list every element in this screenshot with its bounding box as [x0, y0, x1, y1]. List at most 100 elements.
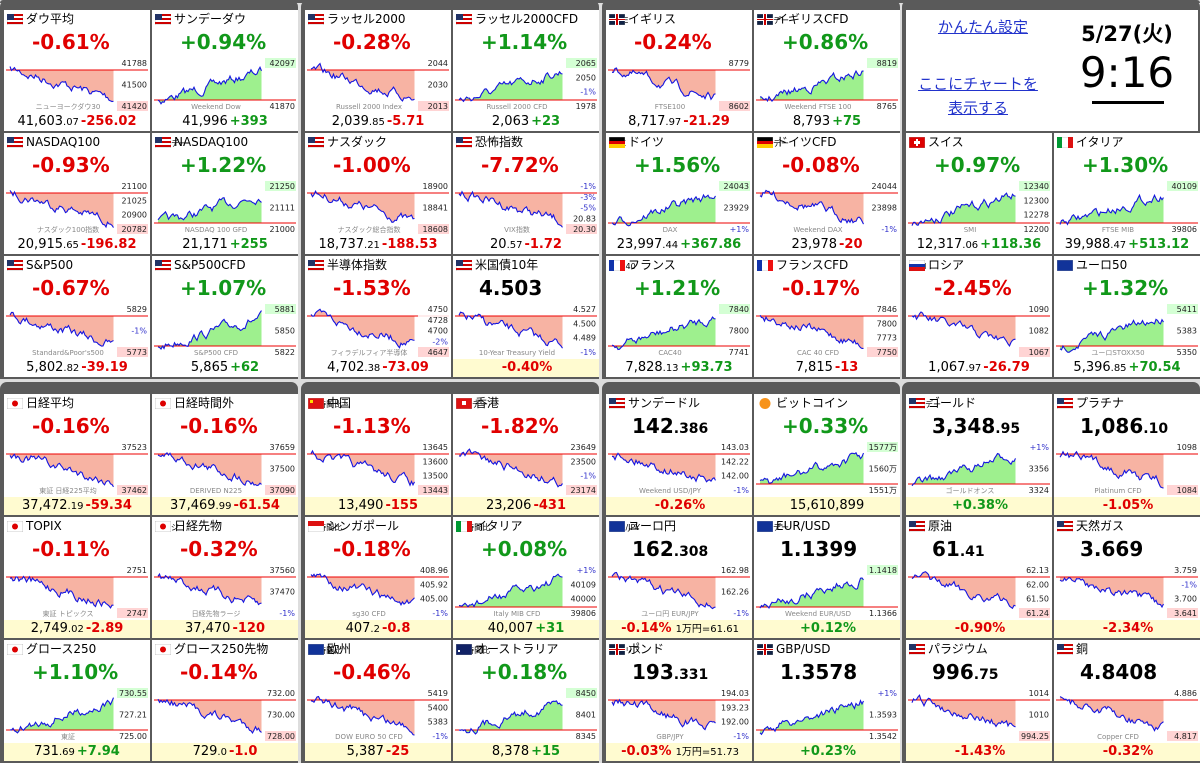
market-tile[interactable]: プラチナ 1,086.10 -1.05% Platinum CFD 1098 1084	[1054, 394, 1200, 515]
market-tile[interactable]: ラッセル2000CFD +1.14% 2,063 +23 Russell 2000 CF…	[453, 10, 599, 131]
add-chart-link[interactable]: ここにチャートを表示する	[918, 75, 1038, 117]
axis-label: -3%	[580, 193, 596, 202]
market-tile[interactable]: ナスダック -1.00% 18,737.21 -188.53 ナスダック総合指数 1890…	[305, 133, 451, 254]
axis-label: 193.23	[721, 703, 749, 712]
market-tile[interactable]: 天然ガス 3.669 -2.34% 3.759 -1% 3.700 3.641	[1054, 517, 1200, 638]
market-tile[interactable]: ポンド イギリス 193.331 -0.03% 1万円=51.73 GBP/JPY 194.…	[606, 640, 752, 761]
market-tile[interactable]: スイスSMI+0.97%12,317.06+118.36SMI123401230…	[906, 133, 1052, 254]
axis-label: 142.00	[721, 472, 749, 481]
market-tile[interactable]: ユーロ50 +1.32% 5,396.85 +70.54 ユーロSTOXX50 5411 5…	[1054, 256, 1200, 377]
market-tile[interactable]: サンデードル 142.386 -0.26% Weekend USD/JPY 143.03…	[606, 394, 752, 515]
flag-part	[757, 141, 773, 145]
price-line	[759, 189, 864, 225]
flag-part	[456, 18, 472, 20]
flag-part	[12, 400, 18, 407]
flag-icon	[1057, 137, 1073, 148]
market-tile[interactable]: TOPIX -0.11% 2,749.02 -2.89 東証 トピックス 2751 2747	[4, 517, 150, 638]
market-tile[interactable]: フランスCAC40 +1.21% 7,828.13+93.73 CAC40 7840 78…	[606, 256, 752, 377]
market-tile[interactable]: NASDAQ100 -0.93% 20,915.65 -196.82 ナスダック100指…	[4, 133, 150, 254]
market-tile[interactable]: ドイツCFD サンデー -0.08% 23,978 -20 Weekend DAX 2404…	[754, 133, 900, 254]
market-tile[interactable]: ビットコイン +0.33% 15,610,899 1577万 1560万 1551万	[754, 394, 900, 515]
flag-part	[7, 18, 23, 20]
settings-link[interactable]: かんたん設定	[937, 18, 1028, 36]
axis-label-bg	[566, 332, 597, 343]
price: 8,717	[628, 114, 666, 129]
watermark: NASDAQ 100 GFD	[185, 226, 248, 234]
axis-label: 1090	[1029, 305, 1049, 314]
tile-sub: サンデー	[909, 400, 941, 409]
net-change: +62	[230, 360, 260, 375]
net-change: +393	[229, 114, 268, 129]
flag-icon	[1057, 398, 1073, 409]
market-tile[interactable]: サンデーダウ +0.94% 41,996 +393 Weekend Dow 42097 41…	[152, 10, 298, 131]
sparkline: SMI 12340 12300 12278 12200	[908, 181, 1050, 234]
market-tile[interactable]: 中国 24時間比 -1.13% 13,490 -155 13645 13600 13500 13…	[305, 394, 451, 515]
axis-label-bg	[867, 202, 898, 213]
axis-label-bg	[117, 709, 148, 720]
market-tile[interactable]: フランスCFD -0.17% 7,815 -13 CAC 40 CFD 7846 7800 7…	[754, 256, 900, 377]
flag-part	[308, 260, 324, 262]
flag-icon	[308, 260, 324, 271]
sparkline: Standard&Poor's500 5829 -1% 5773	[6, 304, 148, 357]
market-tile[interactable]: 欧州 24時間比 -0.46% 5,387 -25 DOW EURO 50 CFD 5419…	[305, 640, 451, 761]
flag-icon	[609, 521, 625, 532]
price: 12,317	[916, 237, 963, 252]
axis-label: 4.886	[1174, 689, 1197, 698]
quote: 193.331	[632, 659, 708, 688]
axis-label: 18608	[423, 225, 448, 234]
change-percent: -0.16%	[180, 414, 258, 438]
price: 2,749	[30, 621, 68, 636]
sparkline: S&P500 CFD 5881 5850 5822	[154, 304, 296, 357]
net-change: +70.54	[1128, 360, 1181, 375]
market-tile[interactable]: GBP/USD 1.3578 +0.23% +1% 1.3593 1.3542	[754, 640, 900, 761]
market-tile[interactable]: イタリアMIB +1.30% 39,988.47+513.12 FTSE MIB 401…	[1054, 133, 1200, 254]
axis-label: 2065	[576, 59, 596, 68]
price-decimals: .85	[368, 117, 385, 128]
tile-header: 恐怖指数VIX	[453, 133, 599, 151]
flag-icon	[155, 521, 171, 532]
market-tile[interactable]: シンガポール 24時間比 -0.18% 407.2 -0.8 sg30 CFD 408.96…	[305, 517, 451, 638]
market-tile[interactable]: イギリスCFD サンデー +0.86% 8,793 +75 Weekend FTSE 10…	[754, 10, 900, 131]
market-tile[interactable]: S&P500 -0.67% 5,802.82 -39.19 Standard&Poor'…	[4, 256, 150, 377]
axis-label-bg	[265, 688, 296, 698]
change-percent: +1.32%	[1082, 276, 1169, 300]
market-tile[interactable]: 米国債10年金利 4.503 -0.40% 10-Year Treasury Yiel…	[453, 256, 599, 377]
market-tile[interactable]: 半導体指数SOX -1.53% 4,702.38-73.09 フィラデルフィア半導体 4…	[305, 256, 451, 377]
price-line	[9, 190, 114, 229]
market-tile[interactable]: イギリスFTSE -0.24% 8,717.97-21.29 FTSE100 8779 8…	[606, 10, 752, 131]
tile-header: フランスCFD	[754, 256, 900, 274]
market-tile[interactable]: ラッセル2000 -0.28% 2,039.85 -5.71 Russell 2000 …	[305, 10, 451, 131]
sparkline: NASDAQ 100 GFD 21250 21111 21000	[154, 181, 296, 234]
market-tile[interactable]: 日経平均 -0.16% 37,472.19 -59.34 東証 日経225平均 37523…	[4, 394, 150, 515]
market-tile[interactable]: イタリア 24時間比 +0.08% 40,007 +31 Italy MIB CFD +1%…	[453, 517, 599, 638]
market-tile[interactable]: NASDAQ100 サンデー +1.22% 21,171 +255 NASDAQ 100 …	[152, 133, 298, 254]
market-tile[interactable]: EUR/USD サンデー 1.1399 +0.12% Weekend EUR/USD 1.…	[754, 517, 900, 638]
market-tile[interactable]: グロース250先物 -0.14% 729.0 -1.0 732.00 730.00 728.…	[152, 640, 298, 761]
flag-icon	[757, 521, 773, 532]
change-percent: +0.38%	[952, 498, 1008, 513]
axis-label: 1098	[1177, 443, 1197, 452]
market-tile[interactable]: ゴールド サンデー 3,348.95 +0.38% ゴールドオンス +1% 3356 3324	[906, 394, 1052, 515]
flag-part	[308, 22, 324, 24]
market-tile[interactable]: 香港 サンデー -1.82% 23,206 -431 23649 23500 -1% 23174	[453, 394, 599, 515]
market-tile[interactable]: 恐怖指数VIX-7.72%20.57-1.72VIX指数-1%-3%-5%20.…	[453, 133, 599, 254]
market-tile[interactable]: ドイツDAX+1.56%23,997.44+367.86DAX240432392…	[606, 133, 752, 254]
change-percent: +0.12%	[800, 621, 856, 636]
price: 7,828	[625, 360, 663, 375]
net-change: +31	[535, 621, 565, 636]
market-tile[interactable]: S&P500CFD +1.07% 5,865 +62 S&P500 CFD 5881 585…	[152, 256, 298, 377]
axis-label-bg	[719, 702, 750, 713]
market-tile[interactable]: パラジウム 996.75 -1.43% 1014 1010 994.25	[906, 640, 1052, 761]
market-tile[interactable]: オーストラリア 24時間比 +0.18% 8,378 +15 8450 8401 8345	[453, 640, 599, 761]
market-tile[interactable]: ロシアRTSI -2.45% 1,067.97-26.79 1090 1082 1067	[906, 256, 1052, 377]
market-tile[interactable]: 日経先物ラージ -0.32% 37,470-120 日経先物ラージ 37560 37470…	[152, 517, 298, 638]
market-tile[interactable]: 日経時間外 -0.16% 37,469.99 -61.54 DERIVED N225 37…	[152, 394, 298, 515]
tile-header: EUR/USD サンデー	[754, 517, 900, 535]
flag-part	[308, 398, 324, 409]
market-tile[interactable]: グロース250 +1.10% 731.69 +7.94 東証 730.55 727.21 72…	[4, 640, 150, 761]
market-tile[interactable]: ダウ平均 -0.61% 41,603.07 -256.02 ニューヨークダウ30 4178…	[4, 10, 150, 131]
flag-part	[909, 398, 925, 400]
market-tile[interactable]: 銅 4.8408 -0.32% Copper CFD 4.886 4.817	[1054, 640, 1200, 761]
